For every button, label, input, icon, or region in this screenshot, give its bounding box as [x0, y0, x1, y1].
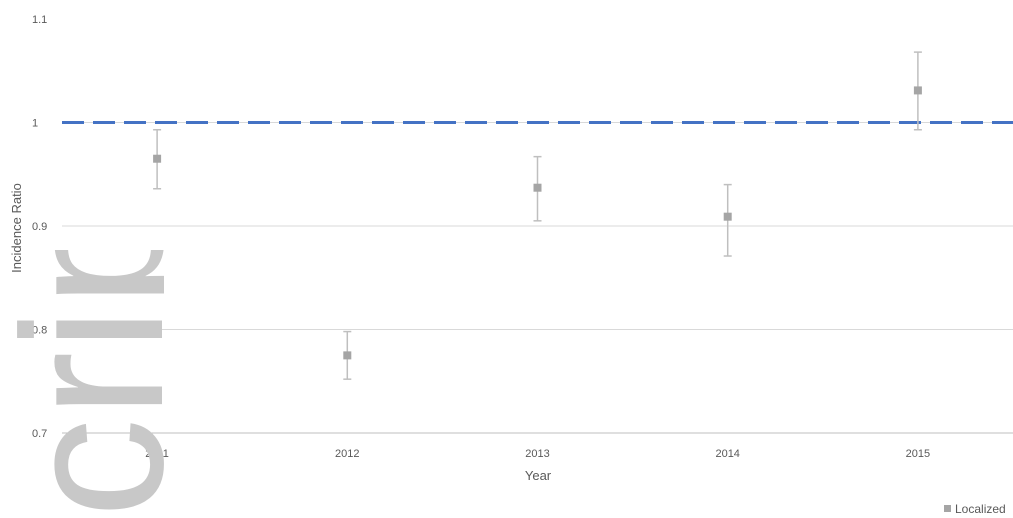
data-point [913, 86, 922, 95]
x-tick-label: 2012 [335, 448, 359, 460]
x-tick-label: 2014 [715, 448, 739, 460]
legend-label: Localized [955, 502, 1006, 516]
y-tick-label: 1 [32, 118, 38, 130]
x-tick-label: 2015 [906, 448, 930, 460]
y-tick-label: 0.7 [32, 428, 47, 440]
y-tick-label: 0.9 [32, 221, 47, 233]
legend: Localized [944, 502, 1006, 516]
x-tick-label: 2013 [525, 448, 549, 460]
x-axis-title: Year [525, 468, 552, 483]
y-axis-title: Incidence Ratio [9, 183, 24, 273]
y-tick-labels: 0.7 0.8 0.9 1 1.1 [32, 14, 47, 440]
x-tick-label: 2011 [145, 448, 169, 460]
x-tick-labels: 2011 2012 2013 2014 2015 [145, 448, 930, 460]
data-point [723, 212, 732, 221]
y-tick-label: 1.1 [32, 14, 47, 26]
data-points [153, 51, 922, 380]
data-point [153, 154, 162, 163]
legend-marker [944, 505, 951, 512]
data-point [533, 183, 542, 192]
y-tick-label: 0.8 [32, 325, 47, 337]
data-point [343, 351, 352, 360]
